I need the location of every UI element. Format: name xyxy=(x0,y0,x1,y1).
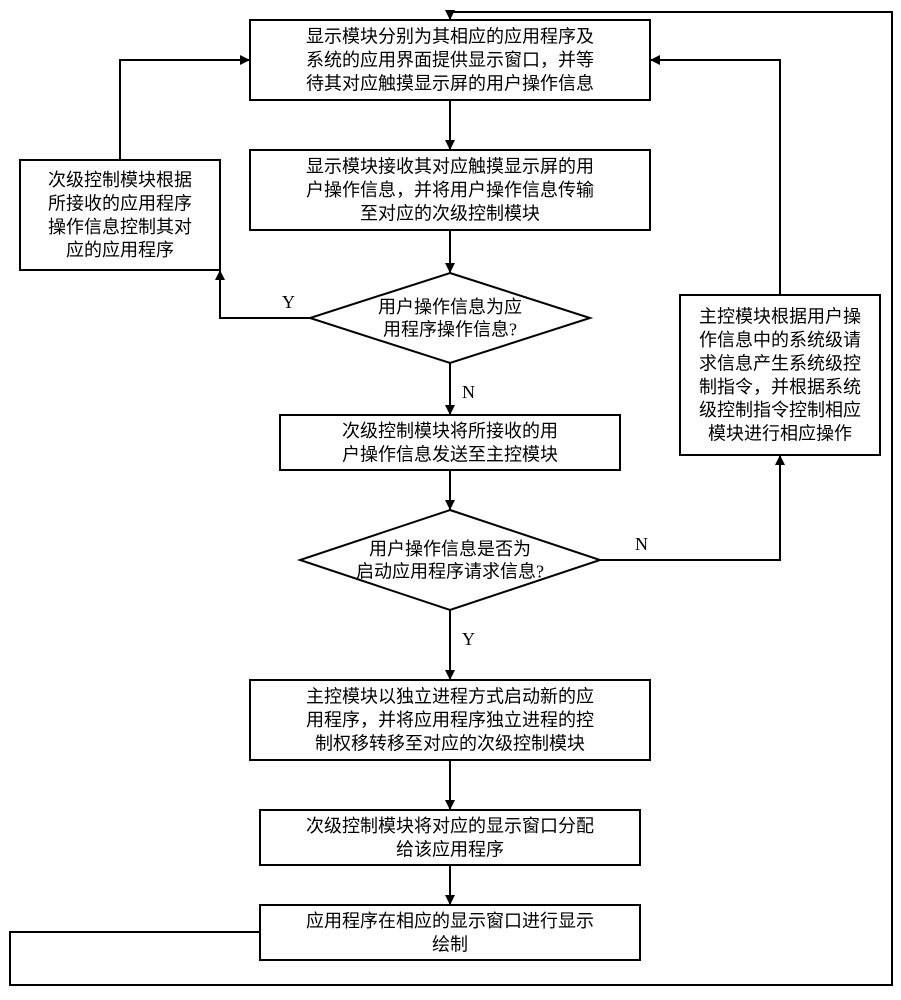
node-text: 应的应用程序 xyxy=(66,240,174,260)
node-text: 作信息中的系统级请 xyxy=(699,330,861,350)
edge xyxy=(220,270,310,318)
node-n_left: 次级控制模块根据所接收的应用程序操作信息控制其对应的应用程序 xyxy=(20,160,220,270)
node-text: 操作信息控制其对 xyxy=(48,217,192,237)
node-text: 用户操作信息为应 xyxy=(378,297,522,317)
node-n4: 主控模块以独立进程方式启动新的应用程序，并将应用程序独立进程的控制权移转移至对应… xyxy=(250,680,650,760)
node-text: 求信息产生系统级控 xyxy=(699,353,861,373)
node-text: 绘制 xyxy=(432,934,468,954)
node-text: 给该应用程序 xyxy=(396,839,504,859)
node-text: 待其对应触摸显示屏的用户操作信息 xyxy=(306,74,594,94)
node-text: 用程序操作信息? xyxy=(383,319,517,339)
node-n1: 显示模块分别为其相应的应用程序及系统的应用界面提供显示窗口，并等待其对应触摸显示… xyxy=(250,20,650,100)
node-n6: 应用程序在相应的显示窗口进行显示绘制 xyxy=(260,905,640,960)
node-text: 制权移转移至对应的次级控制模块 xyxy=(315,734,585,754)
node-text: 次级控制模块将对应的显示窗口分配 xyxy=(306,816,594,836)
edge xyxy=(120,60,250,160)
branch-label: Y xyxy=(462,629,475,649)
branch-label: Y xyxy=(282,292,295,312)
node-text: 显示模块接收其对应触摸显示屏的用 xyxy=(306,157,594,177)
node-d1: 用户操作信息为应用程序操作信息? xyxy=(310,273,590,363)
node-text: 启动应用程序请求信息? xyxy=(356,561,544,581)
node-n2: 显示模块接收其对应触摸显示屏的用户操作信息，并将用户操作信息传输至对应的次级控制… xyxy=(250,150,650,230)
node-n5: 次级控制模块将对应的显示窗口分配给该应用程序 xyxy=(260,810,640,865)
node-text: 级控制指令控制相应 xyxy=(699,400,861,420)
node-text: 应用程序在相应的显示窗口进行显示 xyxy=(306,911,594,931)
node-text: 户操作信息发送至主控模块 xyxy=(342,444,558,464)
node-text: 显示模块分别为其相应的应用程序及 xyxy=(306,27,594,47)
edge xyxy=(600,455,780,560)
node-n3: 次级控制模块将所接收的用户操作信息发送至主控模块 xyxy=(280,415,620,470)
node-text: 所接收的应用程序 xyxy=(48,193,192,213)
node-text: 模块进行相应操作 xyxy=(708,424,852,444)
node-d2: 用户操作信息是否为启动应用程序请求信息? xyxy=(300,510,600,610)
node-text: 户操作信息，并将用户操作信息传输 xyxy=(306,180,594,200)
node-text: 系统的应用界面提供显示窗口，并等 xyxy=(306,50,594,70)
node-text: 制指令，并根据系统 xyxy=(699,377,861,397)
branch-label: N xyxy=(635,534,648,554)
node-text: 至对应的次级控制模块 xyxy=(360,204,540,224)
node-text: 用程序，并将应用程序独立进程的控 xyxy=(306,710,594,730)
node-text: 次级控制模块根据 xyxy=(48,170,192,190)
node-text: 主控模块根据用户操 xyxy=(699,307,861,327)
edge xyxy=(650,60,780,295)
node-text: 次级控制模块将所接收的用 xyxy=(342,421,558,441)
node-text: 用户操作信息是否为 xyxy=(369,539,531,559)
node-n_right: 主控模块根据用户操作信息中的系统级请求信息产生系统级控制指令，并根据系统级控制指… xyxy=(680,295,880,455)
branch-label: N xyxy=(462,382,475,402)
node-text: 主控模块以独立进程方式启动新的应 xyxy=(306,687,594,707)
